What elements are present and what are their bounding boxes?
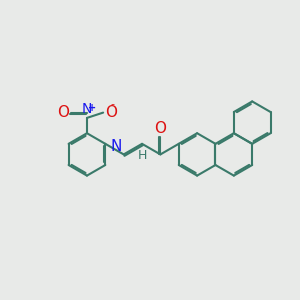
Text: H: H <box>137 149 147 162</box>
Text: O: O <box>105 105 117 120</box>
Text: N: N <box>82 102 92 116</box>
Text: -: - <box>110 99 115 109</box>
Text: +: + <box>88 103 96 112</box>
Text: O: O <box>154 121 166 136</box>
Text: O: O <box>57 105 69 120</box>
Text: N: N <box>111 139 122 154</box>
